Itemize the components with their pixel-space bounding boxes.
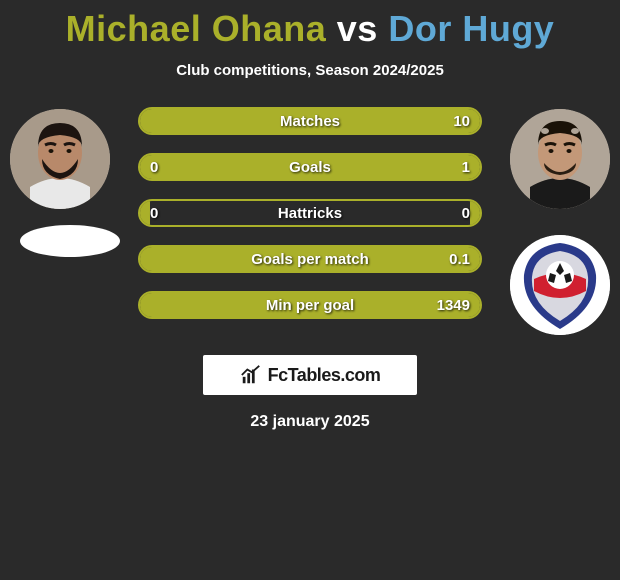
player2-club-badge — [510, 235, 610, 335]
bar-chart-icon — [240, 364, 262, 386]
player2-portrait — [510, 109, 610, 209]
stat-label: Goals — [140, 155, 480, 179]
player1-club-badge — [20, 225, 120, 257]
player1-portrait — [10, 109, 110, 209]
brand-text: FcTables.com — [268, 365, 381, 386]
snapshot-date: 23 january 2025 — [0, 413, 620, 431]
stat-label: Min per goal — [140, 293, 480, 317]
stat-bar: 0.1Goals per match — [138, 245, 482, 273]
brand-badge: FcTables.com — [203, 355, 417, 395]
subtitle: Club competitions, Season 2024/2025 — [0, 62, 620, 79]
stat-bar: 1349Min per goal — [138, 291, 482, 319]
player1-name: Michael Ohana — [66, 8, 327, 49]
vs-separator: vs — [337, 8, 378, 49]
avatar-icon — [10, 109, 110, 209]
stat-label: Goals per match — [140, 247, 480, 271]
avatar-icon — [510, 109, 610, 209]
stat-bar: 10Matches — [138, 107, 482, 135]
stat-label: Hattricks — [140, 201, 480, 225]
comparison-title: Michael Ohana vs Dor Hugy — [0, 0, 620, 50]
stat-label: Matches — [140, 109, 480, 133]
comparison-arena: 10Matches 01Goals 00Hattricks 0.1Goals per … — [0, 107, 620, 337]
stat-bars: 10Matches 01Goals 00Hattricks 0.1Goals per … — [138, 107, 482, 337]
player2-name: Dor Hugy — [388, 8, 554, 49]
club-badge-icon — [510, 235, 610, 335]
stat-bar: 01Goals — [138, 153, 482, 181]
stat-bar: 00Hattricks — [138, 199, 482, 227]
